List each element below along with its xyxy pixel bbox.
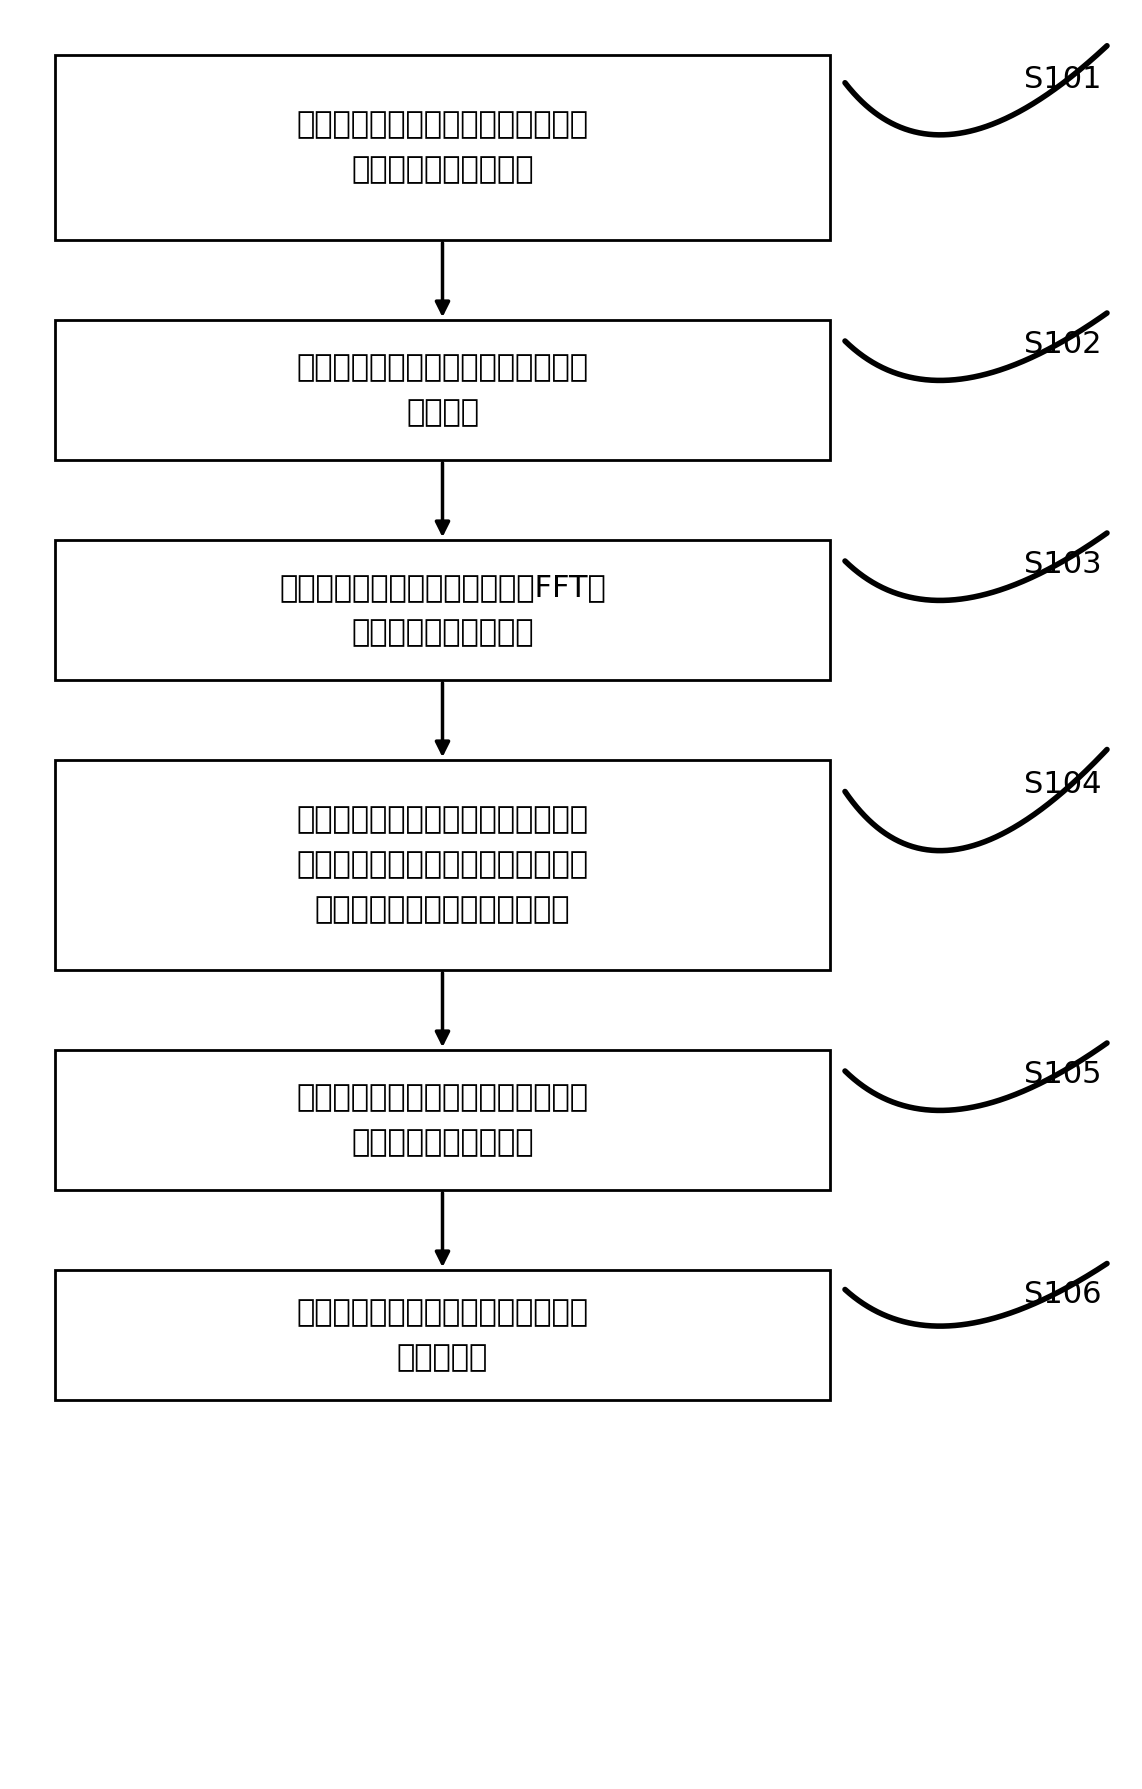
Text: 根据预置基础频点和峰値频点对应的
幅値，计算幅値偏差量: 根据预置基础频点和峰値频点对应的 幅値，计算幅値偏差量 [297, 1082, 588, 1157]
Bar [55, 760, 830, 970]
Text: S102: S102 [1024, 329, 1102, 360]
Text: 在距离预置基础频点小于预置频率偏
差的谐波频谱中，查找距离预置基础
频点最近且幅値最大的峰値频点: 在距离预置基础频点小于预置频率偏 差的谐波频谱中，查找距离预置基础 频点最近且幅… [297, 805, 588, 925]
Bar [55, 540, 830, 680]
Text: S101: S101 [1024, 64, 1102, 95]
Text: 将滤波信号进行快速傅里叶变换FFT的
结果，确定为谐波频谱: 将滤波信号进行快速傅里叶变换FFT的 结果，确定为谐波频谱 [279, 572, 606, 648]
Bar [55, 320, 830, 460]
Text: S106: S106 [1024, 1279, 1102, 1310]
Bar [55, 55, 830, 240]
Text: 根据幅値偏差量，计算谐波频谱中各
次谐波参数: 根据幅値偏差量，计算谐波频谱中各 次谐波参数 [297, 1299, 588, 1372]
Text: S105: S105 [1024, 1061, 1102, 1090]
Text: S104: S104 [1024, 769, 1102, 800]
Bar [55, 1050, 830, 1190]
Bar [55, 1270, 830, 1401]
Text: 按照预置采样频率，均匀采样板卡回
路信号，获取离散信号: 按照预置采样频率，均匀采样板卡回 路信号，获取离散信号 [297, 111, 588, 184]
Text: 根据混合卷积窗截取离散信号，获取
滤波信号: 根据混合卷积窗截取离散信号，获取 滤波信号 [297, 352, 588, 428]
Text: S103: S103 [1024, 549, 1102, 580]
